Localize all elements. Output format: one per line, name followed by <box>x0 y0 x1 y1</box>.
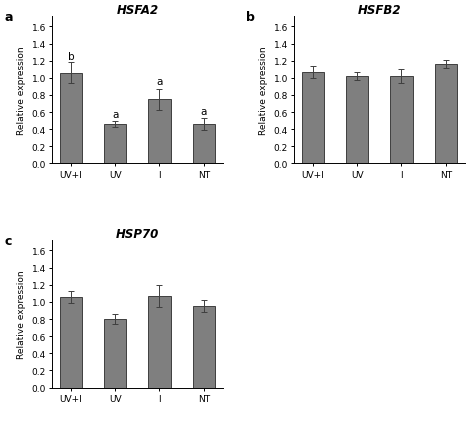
Text: a: a <box>156 77 163 87</box>
Text: c: c <box>4 235 12 248</box>
Bar <box>192 125 215 164</box>
Bar <box>391 77 412 164</box>
Bar <box>104 125 126 164</box>
Y-axis label: Relative expression: Relative expression <box>17 270 26 358</box>
Text: a: a <box>201 107 207 117</box>
Y-axis label: Relative expression: Relative expression <box>259 46 268 135</box>
Title: HSFB2: HSFB2 <box>357 4 401 17</box>
Text: b: b <box>246 11 255 24</box>
Text: a: a <box>4 11 13 24</box>
Title: HSP70: HSP70 <box>116 227 159 241</box>
Bar <box>148 296 171 388</box>
Bar <box>346 77 368 164</box>
Bar <box>60 297 82 388</box>
Text: a: a <box>112 109 118 120</box>
Bar <box>104 319 126 388</box>
Bar <box>192 306 215 388</box>
Bar <box>148 100 171 164</box>
Bar <box>302 72 324 164</box>
Y-axis label: Relative expression: Relative expression <box>17 46 26 135</box>
Text: b: b <box>68 52 74 61</box>
Bar <box>60 73 82 164</box>
Bar <box>435 65 457 164</box>
Title: HSFA2: HSFA2 <box>116 4 158 17</box>
